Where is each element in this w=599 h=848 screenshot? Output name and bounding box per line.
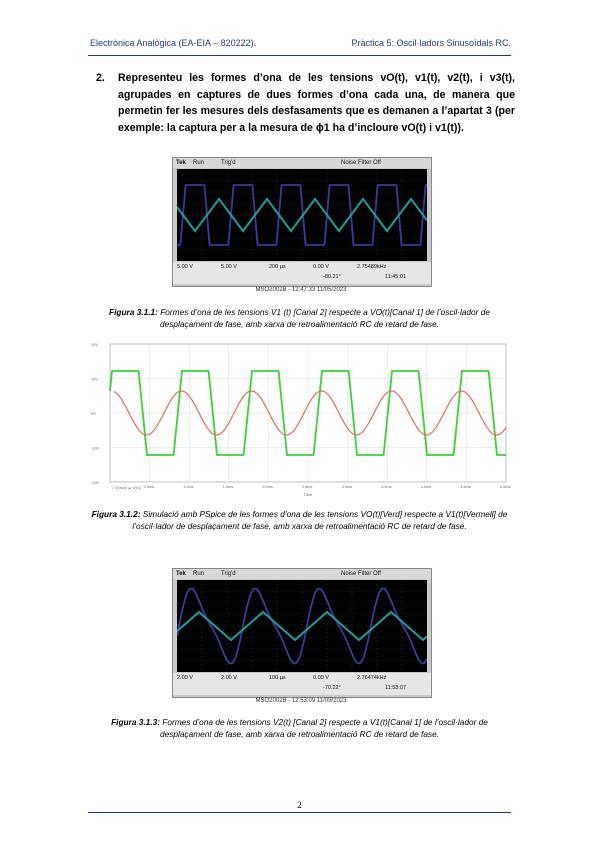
scope2-footer: MSO2002B - 12:53:09 11/05/2023 <box>255 698 347 704</box>
scope2-brand: Tek <box>176 571 186 577</box>
scope1-state: Run <box>193 160 205 166</box>
pspice-x-tick: 1.5ms <box>223 485 233 489</box>
header-left: Electrònica Analògica (EA-EIA – 820222). <box>90 38 257 48</box>
scope2-grid <box>177 580 427 672</box>
footer-rule <box>88 812 511 813</box>
scope2-topbar: Tek Run Trig'd Noise Filter Off <box>173 569 431 579</box>
scope1-brand: Tek <box>176 160 186 166</box>
caption-3: Figura 3.1.3: Formes d’ona de les tensio… <box>88 716 511 740</box>
pspice-y-tick: -10V <box>91 447 99 451</box>
pspice-x-tick: 5.0ms <box>500 485 510 489</box>
pspice-x-tick: 4.0ms <box>421 485 431 489</box>
scope2-ch1-scale: 2.00 V <box>177 675 193 681</box>
scope1-timebase: 200 µs <box>269 264 286 270</box>
pspice-y-tick: -20V <box>91 481 99 485</box>
scope1-topbar: Tek Run Trig'd Noise Filter Off <box>173 158 431 168</box>
scope2-time: 11:53:07 <box>385 685 407 691</box>
item-number: 2. <box>96 72 105 84</box>
page-number: 2 <box>297 800 302 810</box>
pspice-y-tick: 20V <box>91 343 98 347</box>
scope2-statusbar: 2.00 V 2.00 V 100 µs 0.00 V 2.76474kHz -… <box>173 673 431 695</box>
scope2-trig: Trig'd <box>221 571 236 577</box>
pspice-x-ticks: 0.5ms 1.0ms 1.5ms 2.0ms 2.5ms 3.0ms 3.5ms 4.0ms… <box>144 485 511 489</box>
caption1-label: Figura 3.1.1: <box>109 307 158 317</box>
pspice-vout-trace <box>109 370 506 456</box>
caption2-label: Figura 3.1.2: <box>91 509 141 519</box>
scope1-time: 11:45:01 <box>385 274 407 280</box>
pspice-y-tick: 0V <box>91 412 96 416</box>
pspice-x-tick: 0.5ms <box>144 485 154 489</box>
pspice-svg: 20V 10V 0V -10V -20V 0.5ms 1.0ms 1.5ms 2.0ms 2.5… <box>91 343 511 497</box>
pspice-v1-trace <box>113 390 507 436</box>
header-rule <box>88 55 511 56</box>
oscilloscope-capture-2: Tek Run Trig'd Noise Filter Off 2.00 V 2… <box>172 568 432 698</box>
scope2-freq: 2.76474kHz <box>357 675 387 681</box>
scope1-footer: MSO2002B - 12:47:33 11/05/2023 <box>255 287 347 293</box>
scope2-filter: Noise Filter Off <box>341 571 381 577</box>
scope1-freq: 2.75489kHz <box>357 264 387 270</box>
scope2-trig-level: 0.00 V <box>313 675 329 681</box>
scope2-ch2-scale: 2.00 V <box>221 675 237 681</box>
scope2-state: Run <box>193 571 205 577</box>
scope1-trig-level: 0.00 V <box>313 264 329 270</box>
pspice-x-tick: 1.0ms <box>183 485 193 489</box>
pspice-y-ticks: 20V 10V 0V -10V -20V <box>91 343 99 485</box>
scope1-trig: Trig'd <box>221 160 236 166</box>
scope1-ch1-trace <box>177 184 427 246</box>
scope2-timebase: 100 µs <box>269 675 286 681</box>
scope2-ch2-trace <box>177 610 427 642</box>
pspice-plot: 20V 10V 0V -10V -20V 0.5ms 1.0ms 1.5ms 2.0ms 2.5… <box>88 340 512 498</box>
caption2-text: Simulació amb PSpice de les formes d’ona… <box>132 509 508 531</box>
pspice-x-tick: 2.0ms <box>262 485 272 489</box>
caption-1: Figura 3.1.1: Formes d’ona de les tensio… <box>88 306 511 330</box>
pspice-x-tick: 3.0ms <box>342 485 352 489</box>
caption-2: Figura 3.1.2: Simulació amb PSpice de le… <box>88 508 511 532</box>
scope2-ch1-trace <box>177 587 427 665</box>
item-2: 2. Representeu les formes d’ona de les t… <box>96 70 515 136</box>
pspice-legend: □ V(Vout) ▲ V(V1) <box>112 486 141 490</box>
scope1-ch2-trace <box>177 197 427 233</box>
scope1-screen <box>177 169 427 261</box>
pspice-x-label: Time <box>304 492 314 497</box>
pspice-x-tick: 3.5ms <box>381 485 391 489</box>
item-text: Representeu les formes d’ona de les tens… <box>118 72 515 134</box>
scope1-ch2-scale: 5.00 V <box>221 264 237 270</box>
scope1-meas: -80.21° <box>323 274 341 280</box>
scope1-filter: Noise Filter Off <box>341 160 381 166</box>
caption3-text: Formes d’ona de les tensions V2(t) [Cana… <box>159 717 488 739</box>
header-right: Pràctica 5: Oscil·ladors Sinusoïdals RC. <box>351 38 511 48</box>
scope2-screen <box>177 580 427 672</box>
scope2-meas: -70.22° <box>323 685 341 691</box>
oscilloscope-capture-1: Tek Run Trig'd Noise Filter Off 5.00 V 5… <box>172 157 432 287</box>
pspice-x-tick: 2.5ms <box>302 485 312 489</box>
pspice-y-tick: 10V <box>91 378 98 382</box>
scope1-statusbar: 5.00 V 5.00 V 200 µs 0.00 V 2.75489kHz -… <box>173 262 431 284</box>
caption1-text: Formes d’ona de les tensions V1 (t) [Can… <box>159 307 490 329</box>
pspice-x-tick: 4.5ms <box>460 485 470 489</box>
caption3-label: Figura 3.1.3: <box>111 717 160 727</box>
scope1-ch1-scale: 5.00 V <box>177 264 193 270</box>
